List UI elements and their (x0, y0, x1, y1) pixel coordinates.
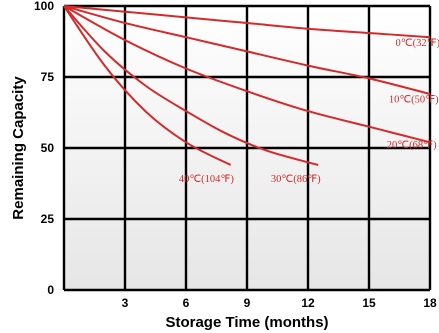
x-tick-label: 12 (301, 296, 315, 310)
y-tick-label: 50 (41, 141, 55, 155)
x-tick-label: 15 (362, 296, 376, 310)
series-label-3: 30℃(86℉) (271, 174, 321, 185)
y-tick-label: 25 (41, 212, 55, 226)
series-label-4: 40℃(104℉) (179, 174, 235, 185)
series-label-2: 20℃(68℉) (387, 140, 437, 151)
tick-labels: 3 6 9 12 15 18 0 25 50 75 100 (34, 0, 437, 310)
y-tick-label: 75 (41, 70, 55, 84)
series-label-1: 10℃(50℉) (389, 95, 439, 106)
x-tick-label: 3 (122, 296, 129, 310)
grid (62, 4, 432, 292)
y-tick-label: 100 (34, 0, 54, 13)
y-tick-label: 0 (47, 283, 54, 297)
series-lines: 0℃(32℉) 10℃(50℉) 20℃(68℉) 30℃(86℉) 40℃(104℉) (63, 5, 439, 185)
series-line-0 (63, 5, 431, 39)
x-tick-label: 9 (244, 296, 251, 310)
series-line-2 (63, 5, 431, 144)
series-line-4 (63, 5, 232, 166)
series-line-3 (63, 5, 319, 166)
x-tick-label: 6 (183, 296, 190, 310)
x-axis-title: Storage Time (months) (165, 314, 328, 331)
y-axis-title: Remaining Capacity (10, 76, 27, 220)
series-line-1 (63, 5, 431, 95)
x-tick-label: 18 (423, 296, 437, 310)
series-label-0: 0℃(32℉) (396, 38, 439, 49)
